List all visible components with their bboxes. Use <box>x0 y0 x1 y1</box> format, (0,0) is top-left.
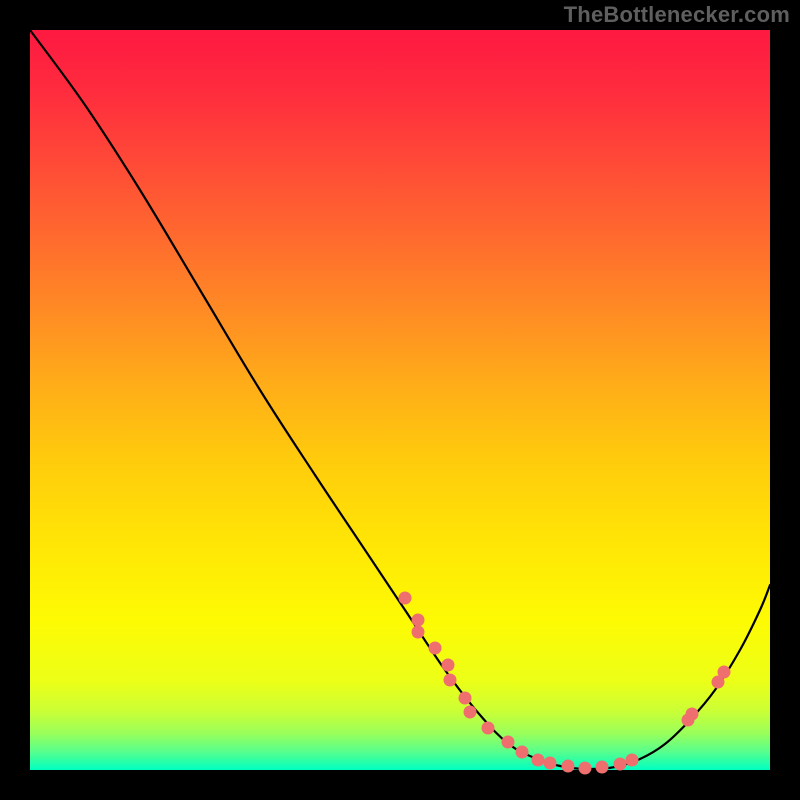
chart-svg <box>0 0 800 800</box>
chart-stage: TheBottlenecker.com <box>0 0 800 800</box>
data-marker <box>626 754 639 767</box>
data-marker <box>718 666 731 679</box>
data-marker <box>516 746 529 759</box>
data-marker <box>544 757 557 770</box>
plot-gradient <box>30 30 770 770</box>
data-marker <box>442 659 455 672</box>
data-marker <box>459 692 472 705</box>
data-marker <box>444 674 457 687</box>
data-marker <box>399 592 412 605</box>
data-marker <box>502 736 515 749</box>
data-marker <box>482 722 495 735</box>
data-marker <box>579 762 592 775</box>
data-marker <box>614 758 627 771</box>
data-marker <box>562 760 575 773</box>
data-marker <box>412 614 425 627</box>
data-marker <box>412 626 425 639</box>
data-marker <box>532 754 545 767</box>
data-marker <box>429 642 442 655</box>
data-marker <box>686 708 699 721</box>
watermark-text: TheBottlenecker.com <box>564 2 790 28</box>
data-marker <box>464 706 477 719</box>
data-marker <box>596 761 609 774</box>
